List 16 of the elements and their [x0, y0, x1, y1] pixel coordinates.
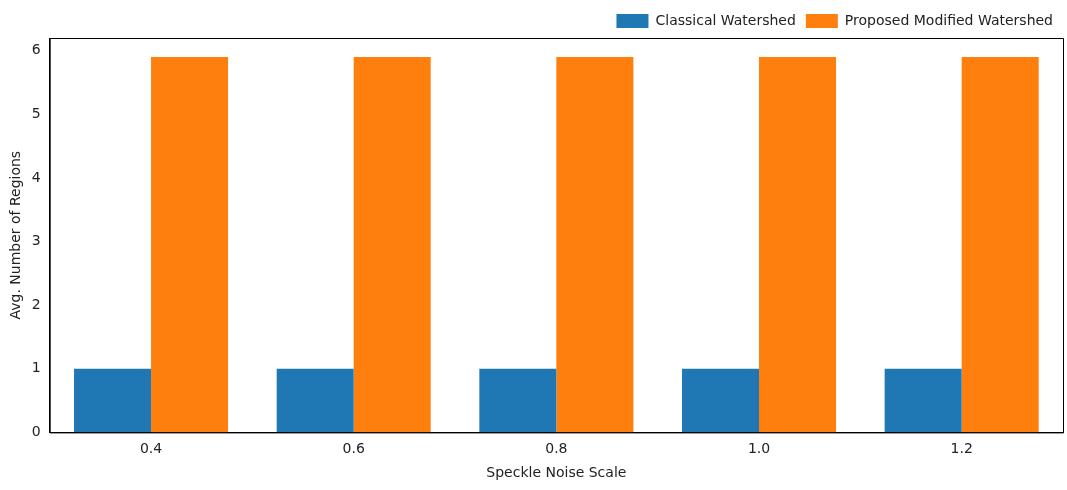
legend-label: Classical Watershed — [655, 11, 796, 28]
y-tick-label: 4 — [31, 168, 41, 185]
x-tick-label: 0.8 — [545, 440, 568, 457]
x-tick-label: 1.2 — [950, 440, 973, 457]
x-tick-label: 0.4 — [139, 440, 163, 457]
y-tick-label: 1 — [31, 359, 41, 376]
y-tick-label: 6 — [31, 41, 41, 58]
y-tick-label: 5 — [31, 104, 41, 121]
x-axis-title: Speckle Noise Scale — [486, 464, 627, 481]
y-tick-label: 3 — [31, 232, 41, 249]
y-tick-label: 2 — [31, 295, 41, 312]
x-tick-label: 1.0 — [747, 440, 771, 457]
y-tick-label: 0 — [31, 423, 41, 440]
legend-label: Proposed Modified Watershed — [844, 11, 1054, 28]
y-axis-title: Avg. Number of Regions — [7, 150, 24, 320]
x-tick-label: 0.6 — [342, 440, 365, 457]
